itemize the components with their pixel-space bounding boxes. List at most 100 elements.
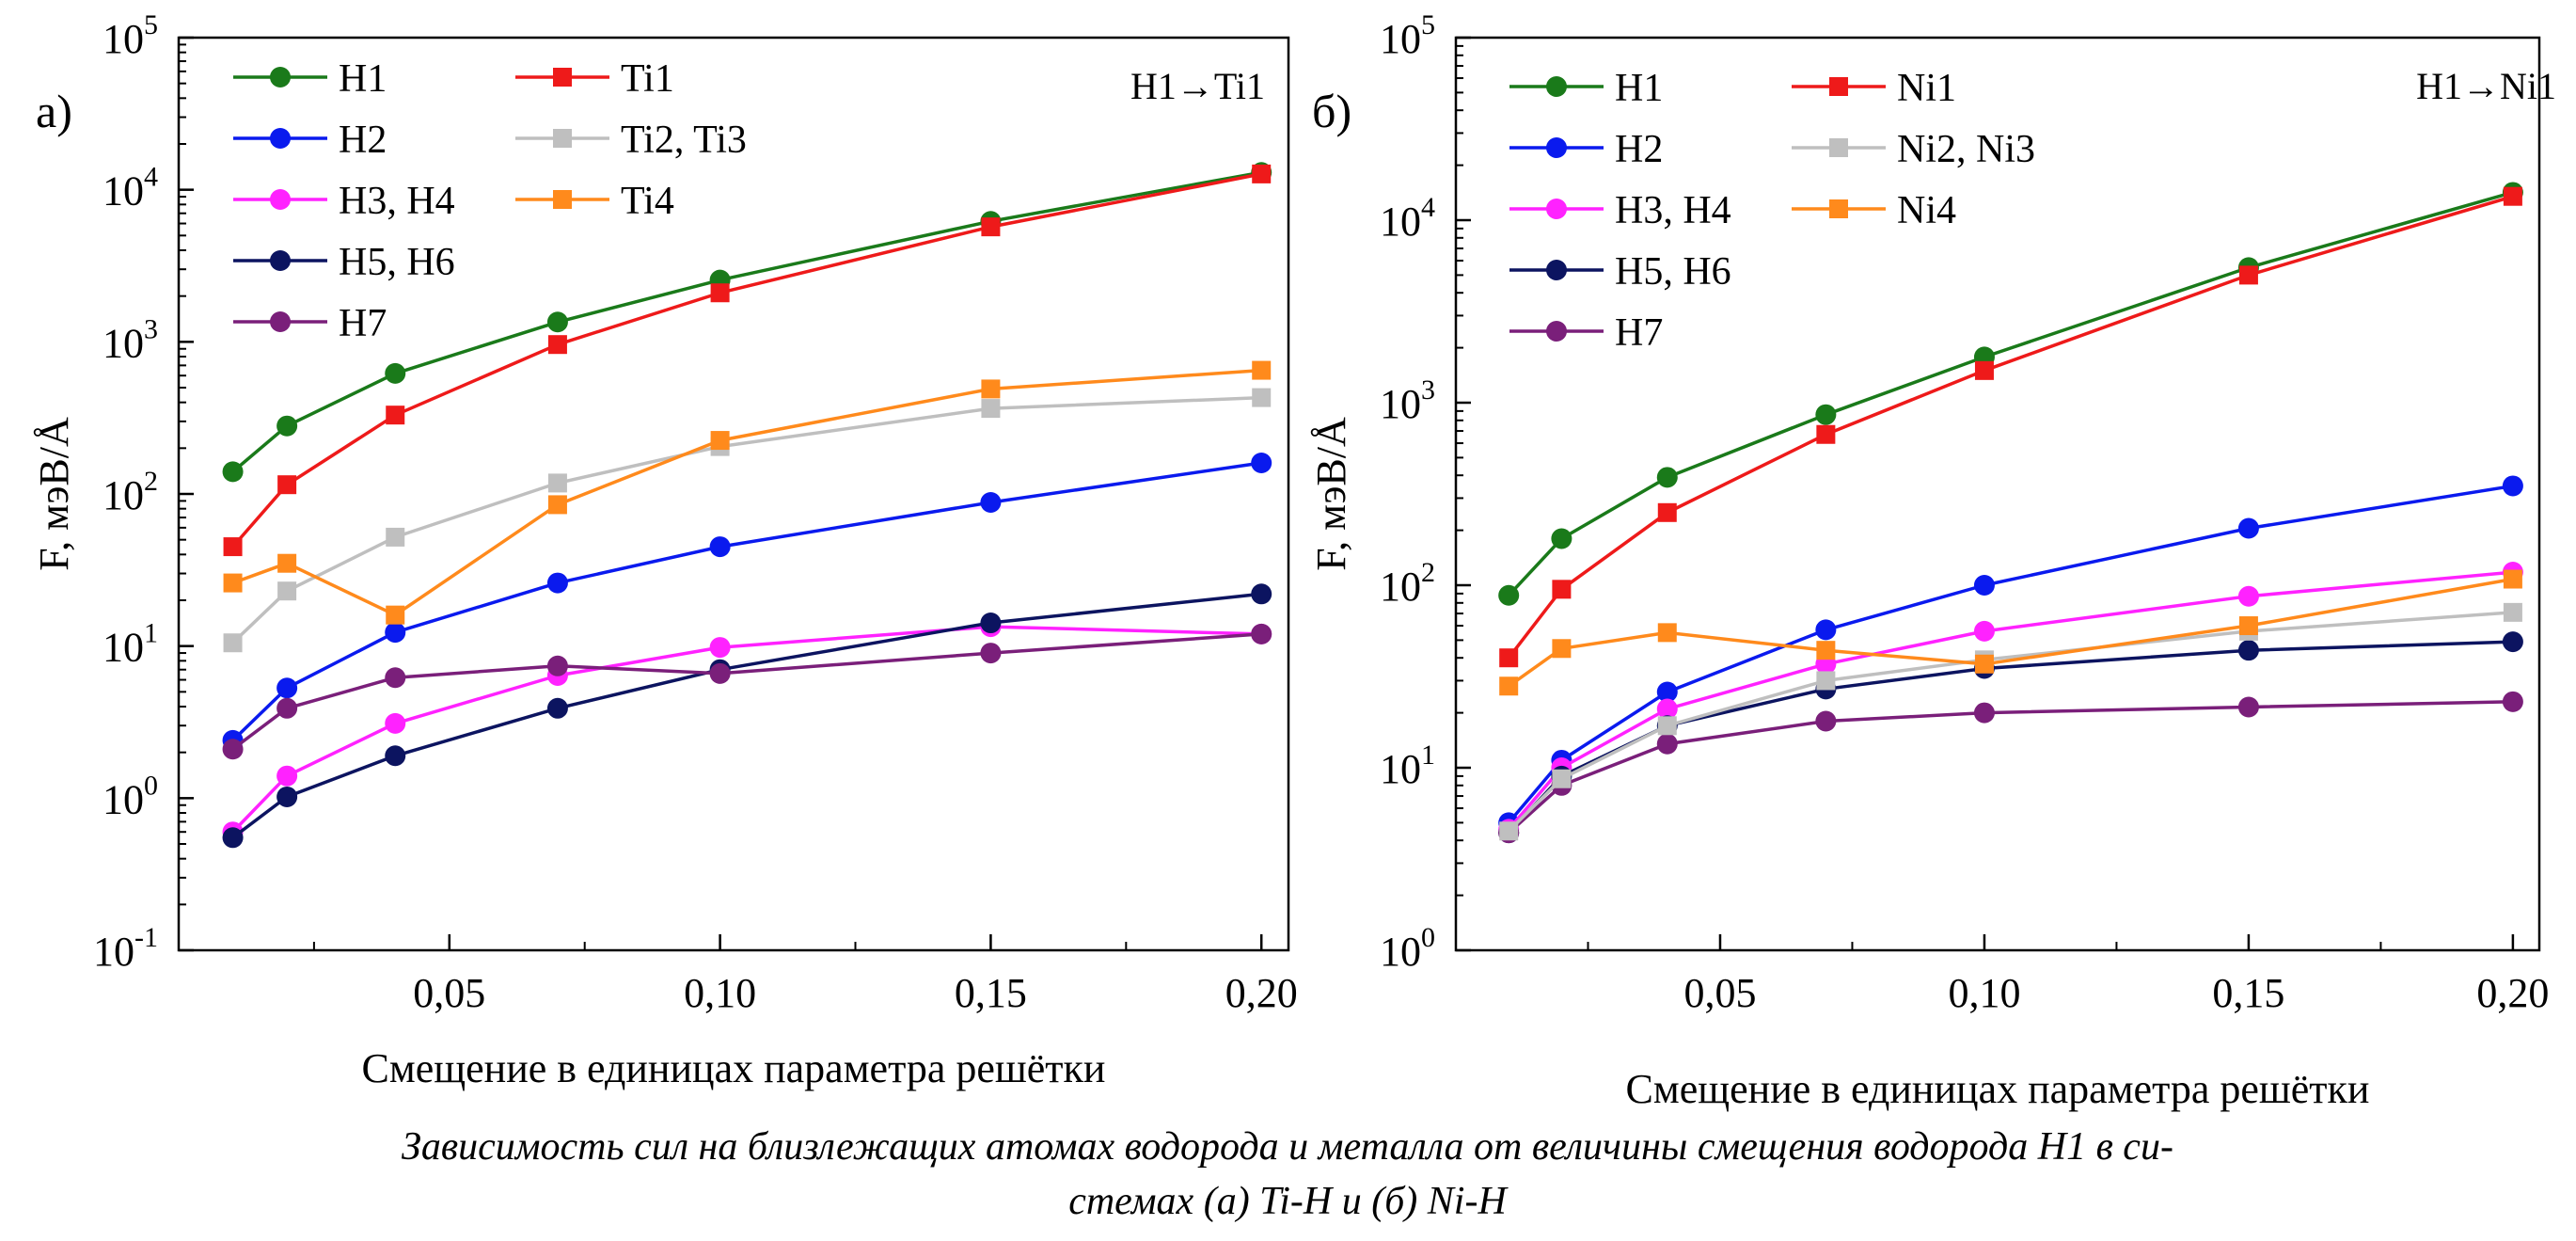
data-point — [1973, 620, 1995, 642]
data-point — [1657, 716, 1677, 736]
series-h1 — [1498, 182, 2523, 606]
legend-marker — [1829, 77, 1848, 96]
data-point — [223, 537, 243, 557]
data-point — [277, 581, 297, 601]
data-point — [385, 362, 406, 384]
data-point — [1816, 424, 1836, 444]
data-point — [980, 643, 1002, 664]
y-tick-label: 100 — [103, 770, 158, 822]
series-line — [231, 461, 1262, 742]
legend-label: H7 — [339, 302, 387, 345]
data-point — [385, 622, 406, 644]
legend-marker — [1546, 260, 1567, 280]
data-point — [1656, 733, 1678, 755]
data-point — [1657, 502, 1677, 522]
data-point — [222, 827, 244, 849]
legend-label: Ni4 — [1897, 189, 1956, 232]
data-point — [2502, 691, 2523, 712]
data-point — [546, 311, 568, 333]
panel-annotation: H1→Ni1 — [2416, 65, 2556, 107]
data-point — [277, 786, 298, 807]
legend-label: Ti2, Ti3 — [621, 119, 747, 162]
series-ti4 — [223, 360, 1272, 625]
data-point — [2238, 265, 2258, 285]
legend-marker — [1546, 76, 1567, 97]
data-point — [386, 527, 405, 547]
series-ti1 — [223, 164, 1272, 557]
data-point — [1499, 676, 1519, 696]
data-point — [1974, 360, 1994, 380]
series-ni2-ni3 — [1499, 602, 2522, 841]
data-point — [1499, 648, 1519, 668]
data-point — [710, 431, 730, 451]
legend: H1 H2 H3, H4 H5, H6 H7 Ni1 Ni2, Ni3 Ni4 — [1509, 67, 2035, 355]
data-point — [1973, 575, 1995, 596]
data-point — [1252, 164, 1272, 183]
y-tick-label: 104 — [1380, 192, 1435, 245]
x-axis-title: Смещение в единицах параметра решётки — [362, 1045, 1106, 1091]
series-ni1 — [1499, 186, 2522, 668]
legend-marker — [270, 67, 291, 88]
legend-label: H3, H4 — [1615, 189, 1731, 232]
data-point — [1816, 641, 1836, 660]
data-point — [2503, 186, 2522, 206]
data-point — [546, 655, 568, 676]
data-point — [277, 677, 298, 699]
panel-annotation: H1→Ti1 — [1130, 65, 1265, 107]
legend-label: H5, H6 — [1615, 250, 1731, 294]
data-point — [277, 553, 297, 573]
data-point — [223, 573, 243, 593]
y-tick-label: 10-1 — [93, 922, 158, 975]
data-point — [2237, 640, 2259, 661]
chart-panel-ni: 100 101 102 103 104 105 0,05 0,10 0,15 0,20 Смещен… — [1308, 9, 2556, 1112]
data-point — [2237, 517, 2259, 539]
data-point — [1251, 583, 1272, 605]
y-tick-label: 105 — [103, 9, 158, 62]
x-tick-label: 0,05 — [413, 970, 485, 1016]
data-point — [1498, 584, 1520, 606]
caption-line-1: Зависимость сил на близлежащих атомах во… — [402, 1125, 2173, 1169]
legend-marker — [270, 189, 291, 210]
plot-frame — [177, 36, 1290, 952]
x-tick-label: 0,20 — [2476, 970, 2549, 1016]
data-point — [223, 633, 243, 653]
data-point — [980, 491, 1002, 513]
legend-label: H2 — [339, 119, 387, 162]
data-point — [710, 283, 730, 303]
data-point — [1251, 623, 1272, 644]
series-line — [1507, 570, 2514, 831]
data-point — [222, 461, 244, 483]
data-point — [222, 739, 244, 760]
y-axis-title: F, мэВ/Å — [1308, 417, 1354, 571]
data-point — [709, 662, 731, 684]
data-point — [277, 765, 298, 787]
data-point — [546, 697, 568, 719]
data-point — [546, 572, 568, 594]
data-point — [709, 637, 731, 659]
data-point — [1552, 580, 1572, 599]
legend-label: H5, H6 — [339, 241, 455, 284]
series-ni4 — [1499, 569, 2522, 696]
series-line — [1507, 484, 2514, 824]
data-point — [386, 605, 405, 625]
data-point — [1252, 360, 1272, 380]
panel-label: а) — [36, 85, 72, 137]
x-tick-label: 0,15 — [955, 970, 1027, 1016]
data-point — [1816, 671, 1836, 691]
data-point — [2503, 602, 2522, 622]
data-point — [1499, 821, 1519, 841]
data-point — [385, 745, 406, 767]
data-point — [2502, 475, 2523, 497]
legend-label: H7 — [1615, 311, 1663, 355]
series-h3-h4 — [222, 616, 1272, 843]
legend-label: Ti1 — [621, 57, 674, 101]
legend-label: Ti4 — [621, 180, 674, 223]
y-tick-label: 100 — [1380, 922, 1435, 975]
data-point — [1815, 404, 1837, 425]
caption-line-2: стемах (а) Ti-H и (б) Ni-H — [1068, 1180, 1509, 1223]
legend-marker — [1829, 199, 1848, 218]
x-axis-title: Смещение в единицах параметра решётки — [1626, 1066, 2370, 1112]
legend-label: H2 — [1615, 128, 1663, 171]
y-tick-label: 101 — [103, 618, 158, 671]
